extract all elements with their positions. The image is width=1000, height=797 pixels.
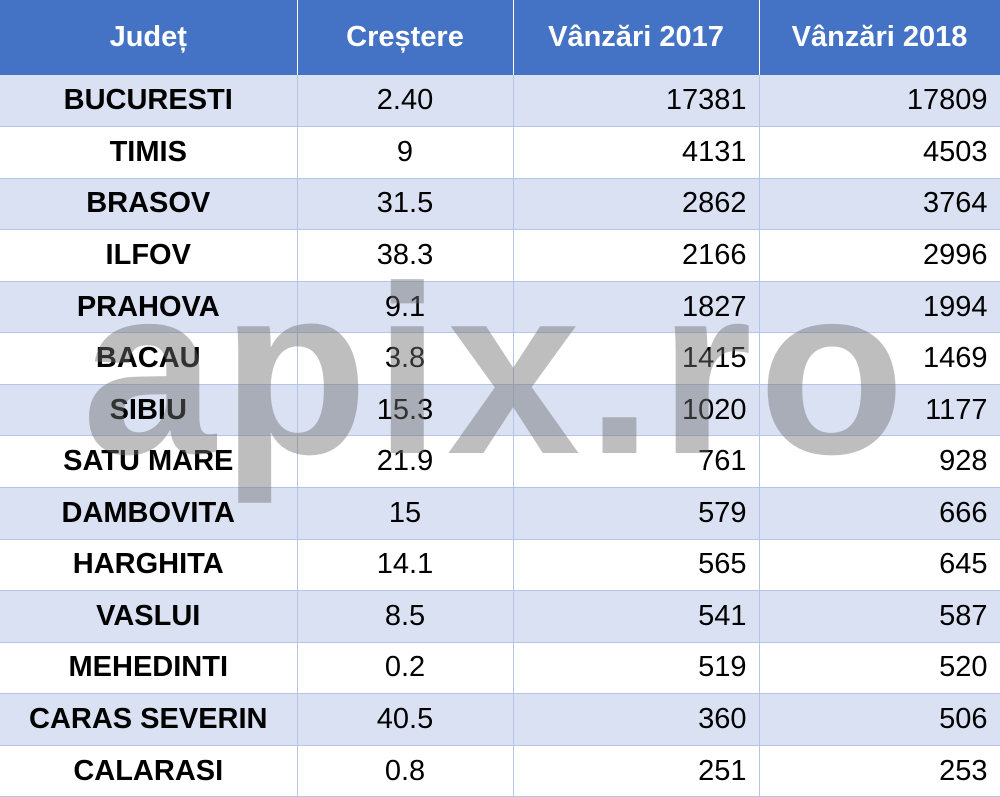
table-cell: 645 xyxy=(759,539,1000,592)
table-row: ILFOV 38.3 2166 2996 xyxy=(0,229,1000,282)
table-cell: 541 xyxy=(513,590,760,643)
table-cell: 579 xyxy=(513,487,760,540)
table-cell: 21.9 xyxy=(297,435,514,488)
table-cell: CARAS SEVERIN xyxy=(0,693,298,746)
table-cell: 360 xyxy=(513,693,760,746)
table-cell: 9 xyxy=(297,126,514,179)
table-cell: VASLUI xyxy=(0,590,298,643)
table-cell: 14.1 xyxy=(297,539,514,592)
table-cell: PRAHOVA xyxy=(0,281,298,334)
header-cell: Vânzări 2018 xyxy=(759,0,1000,75)
table-cell: ILFOV xyxy=(0,229,298,282)
table-cell: 1827 xyxy=(513,281,760,334)
table-cell: BRASOV xyxy=(0,178,298,231)
table-cell: 251 xyxy=(513,745,760,797)
table-cell: 520 xyxy=(759,642,1000,695)
table-cell: 3.8 xyxy=(297,332,514,385)
table-cell: 31.5 xyxy=(297,178,514,231)
table-cell: 2862 xyxy=(513,178,760,231)
table-row: SATU MARE 21.9 761 928 xyxy=(0,435,1000,488)
table-cell: TIMIS xyxy=(0,126,298,179)
table-cell: 1415 xyxy=(513,332,760,385)
table-row: BRASOV 31.5 2862 3764 xyxy=(0,178,1000,231)
table-body: BUCURESTI 2.40 17381 17809 TIMIS 9 4131 4503 BRA… xyxy=(0,75,1000,797)
table-row: VASLUI 8.5 541 587 xyxy=(0,590,1000,643)
table-cell: 9.1 xyxy=(297,281,514,334)
table-cell: 1469 xyxy=(759,332,1000,385)
table-cell: 4131 xyxy=(513,126,760,179)
table-row: BUCURESTI 2.40 17381 17809 xyxy=(0,75,1000,128)
table-cell: SIBIU xyxy=(0,384,298,437)
table-cell: 3764 xyxy=(759,178,1000,231)
table-cell: 506 xyxy=(759,693,1000,746)
table-cell: 38.3 xyxy=(297,229,514,282)
table-cell: 587 xyxy=(759,590,1000,643)
header-row: Județ Creștere Vânzări 2017 Vânzări 2018 xyxy=(0,0,1000,75)
table-cell: 666 xyxy=(759,487,1000,540)
table-cell: 1020 xyxy=(513,384,760,437)
table-row: CALARASI 0.8 251 253 xyxy=(0,745,1000,797)
table-cell: 8.5 xyxy=(297,590,514,643)
table-cell: CALARASI xyxy=(0,745,298,797)
table-cell: 2.40 xyxy=(297,75,514,128)
table-row: SIBIU 15.3 1020 1177 xyxy=(0,384,1000,437)
table-row: DAMBOVITA 15 579 666 xyxy=(0,487,1000,540)
header-cell: Județ xyxy=(0,0,298,75)
table-cell: 761 xyxy=(513,435,760,488)
table-cell: 2996 xyxy=(759,229,1000,282)
table-row: BACAU 3.8 1415 1469 xyxy=(0,332,1000,385)
table-cell: 2166 xyxy=(513,229,760,282)
table-row: PRAHOVA 9.1 1827 1994 xyxy=(0,281,1000,334)
table-cell: 928 xyxy=(759,435,1000,488)
table-cell: 15 xyxy=(297,487,514,540)
table-cell: HARGHITA xyxy=(0,539,298,592)
table-cell: BUCURESTI xyxy=(0,75,298,128)
table-cell: 17381 xyxy=(513,75,760,128)
header-cell: Vânzări 2017 xyxy=(513,0,760,75)
table-cell: 40.5 xyxy=(297,693,514,746)
table-cell: BACAU xyxy=(0,332,298,385)
table-cell: 0.8 xyxy=(297,745,514,797)
header-cell: Creștere xyxy=(297,0,514,75)
table-cell: 565 xyxy=(513,539,760,592)
table-cell: 253 xyxy=(759,745,1000,797)
table-row: HARGHITA 14.1 565 645 xyxy=(0,539,1000,592)
table-row: MEHEDINTI 0.2 519 520 xyxy=(0,642,1000,695)
table-cell: 15.3 xyxy=(297,384,514,437)
table-cell: 4503 xyxy=(759,126,1000,179)
table-cell: 1994 xyxy=(759,281,1000,334)
table-row: TIMIS 9 4131 4503 xyxy=(0,126,1000,179)
table-cell: 1177 xyxy=(759,384,1000,437)
table-row: CARAS SEVERIN 40.5 360 506 xyxy=(0,693,1000,746)
table-cell: MEHEDINTI xyxy=(0,642,298,695)
table-cell: SATU MARE xyxy=(0,435,298,488)
table-cell: 519 xyxy=(513,642,760,695)
table-cell: 0.2 xyxy=(297,642,514,695)
table-cell: 17809 xyxy=(759,75,1000,128)
table-cell: DAMBOVITA xyxy=(0,487,298,540)
